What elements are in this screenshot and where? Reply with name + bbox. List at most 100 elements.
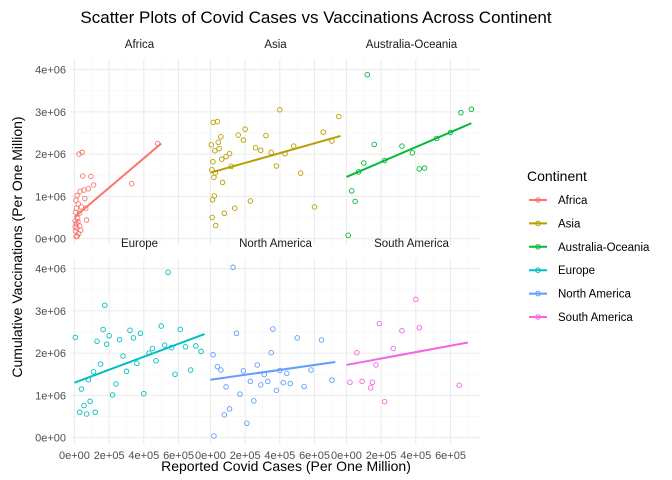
data-point (349, 189, 354, 194)
panel-north-america: North America0e+002e+054e+056e+05 (195, 238, 344, 462)
x-tick-label: 6e+05 (435, 450, 466, 462)
y-tick-label: 0e+00 (35, 433, 66, 445)
panel-south-america: South America0e+002e+054e+056e+05 (331, 238, 480, 462)
data-point (374, 363, 379, 368)
data-point (417, 325, 422, 330)
data-point (131, 336, 136, 341)
data-point (166, 270, 171, 275)
panel-europe: Europe0e+001e+062e+063e+064e+060e+002e+0… (35, 238, 208, 462)
data-point (348, 380, 353, 385)
data-point (83, 196, 88, 201)
data-point (75, 193, 80, 198)
data-point (274, 388, 279, 393)
y-tick-label: 2e+06 (35, 149, 66, 161)
legend: ContinentAfricaAsiaAustralia-OceaniaEuro… (527, 168, 650, 324)
data-point (135, 361, 140, 366)
data-point (284, 371, 289, 376)
data-point (219, 368, 224, 373)
facet-panels: Africa0e+001e+062e+063e+064e+06AsiaAustr… (35, 39, 480, 462)
data-point (288, 381, 293, 386)
legend-item-asia: Asia (529, 218, 581, 230)
legend-label: South America (558, 312, 633, 324)
trend-line-south-america (346, 343, 467, 365)
data-point (209, 143, 214, 148)
data-point (236, 133, 241, 138)
legend-item-europe: Europe (529, 265, 595, 277)
y-tick-label: 1e+06 (35, 191, 66, 203)
data-point (274, 164, 279, 169)
data-point (114, 382, 119, 387)
panel-australia-oceania: Australia-Oceania (343, 39, 480, 245)
data-point (336, 114, 341, 119)
y-tick-label: 4e+06 (35, 264, 66, 276)
data-point (82, 403, 87, 408)
data-point (216, 140, 221, 145)
panel-asia: Asia (207, 39, 344, 245)
x-axis-title: Reported Covid Cases (Per One Million) (161, 458, 411, 474)
data-point (319, 338, 324, 343)
data-point (86, 186, 91, 191)
data-point (183, 344, 188, 349)
data-point (264, 133, 269, 138)
data-point (98, 362, 103, 367)
facet-label-asia: Asia (264, 39, 287, 51)
data-point (121, 354, 126, 359)
data-point (101, 327, 106, 332)
data-point (84, 412, 89, 417)
data-point (400, 144, 405, 149)
data-point (80, 174, 85, 179)
data-point (93, 410, 98, 415)
data-point (89, 174, 94, 179)
data-point (213, 148, 218, 153)
data-point (104, 342, 109, 347)
data-point (368, 385, 373, 390)
y-axis-title: Cumulative Vaccinations (Per One Million… (9, 116, 25, 377)
facet-label-australia-oceania: Australia-Oceania (366, 39, 458, 51)
y-tick-label: 3e+06 (35, 306, 66, 318)
trend-line-europe (74, 334, 204, 383)
data-point (79, 387, 84, 392)
data-point (84, 218, 89, 223)
data-point (321, 130, 326, 135)
legend-label: Australia-Oceania (558, 242, 650, 254)
data-point (382, 399, 387, 404)
data-point (391, 346, 396, 351)
data-point (213, 223, 218, 228)
legend-item-south-america: South America (529, 312, 633, 324)
data-point (255, 363, 260, 368)
data-point (129, 181, 134, 186)
data-point (117, 337, 122, 342)
data-point (252, 399, 257, 404)
data-point (77, 410, 82, 415)
y-tick-label: 2e+06 (35, 348, 66, 360)
data-point (219, 134, 224, 139)
data-point (459, 110, 464, 115)
trend-line-north-america (210, 362, 335, 380)
data-point (234, 331, 239, 336)
legend-item-north-america: North America (529, 289, 631, 301)
data-point (253, 145, 258, 150)
data-point (469, 107, 474, 112)
legend-label: Europe (558, 265, 595, 277)
data-point (302, 384, 307, 389)
data-point (372, 142, 377, 147)
facet-label-south-america: South America (374, 238, 449, 250)
data-point (222, 211, 227, 216)
x-tick-label: 2e+05 (94, 450, 125, 462)
data-point (281, 380, 286, 385)
y-tick-label: 4e+06 (35, 65, 66, 77)
data-point (219, 157, 224, 162)
chart-title: Scatter Plots of Covid Cases vs Vaccinat… (80, 8, 551, 27)
data-point (211, 159, 216, 164)
data-point (188, 368, 193, 373)
data-point (154, 358, 159, 363)
data-point (217, 146, 222, 151)
data-point (220, 180, 225, 185)
legend-item-africa: Africa (529, 195, 588, 207)
facet-label-europe: Europe (121, 238, 158, 250)
data-point (73, 335, 78, 340)
y-tick-label: 0e+00 (35, 234, 66, 246)
data-point (271, 327, 276, 332)
data-point (417, 167, 422, 172)
